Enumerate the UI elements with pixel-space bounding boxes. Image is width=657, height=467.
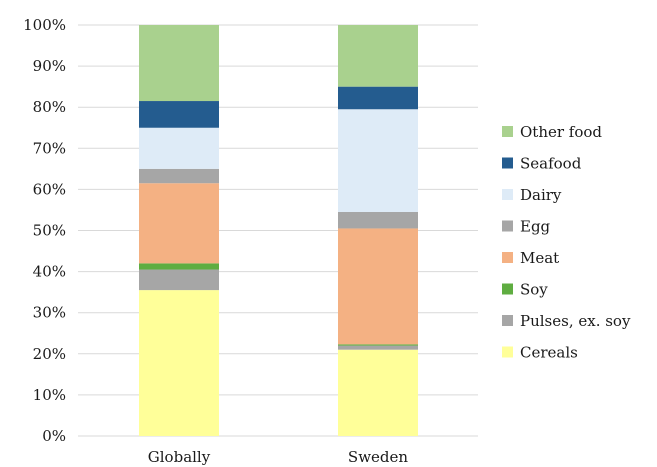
bar-segment bbox=[338, 349, 418, 436]
y-tick-label: 20% bbox=[33, 345, 66, 363]
y-tick-label: 70% bbox=[33, 139, 66, 157]
bar-segment bbox=[139, 290, 219, 436]
bar-segment bbox=[139, 263, 219, 270]
legend-label: Meat bbox=[520, 249, 559, 267]
bar-segment bbox=[338, 109, 418, 213]
legend-swatch bbox=[502, 252, 513, 263]
legend-swatch bbox=[502, 220, 513, 232]
bar-segment bbox=[338, 212, 418, 229]
bar-segment bbox=[139, 127, 219, 169]
bar-segment bbox=[338, 25, 418, 87]
legend-label: Pulses, ex. soy bbox=[520, 312, 631, 330]
legend-swatch bbox=[502, 126, 513, 137]
bar-segment bbox=[338, 86, 418, 110]
legend-label: Cereals bbox=[520, 344, 578, 362]
bar-segment bbox=[139, 25, 219, 102]
y-tick-label: 50% bbox=[33, 222, 66, 240]
legend-label: Dairy bbox=[520, 186, 562, 204]
bar-segment bbox=[139, 269, 219, 291]
x-category-label: Sweden bbox=[348, 448, 408, 466]
x-axis-categories: Globally Sweden bbox=[148, 448, 409, 466]
y-tick-label: 80% bbox=[33, 98, 66, 116]
bar-segment bbox=[338, 345, 418, 350]
legend-swatch bbox=[502, 157, 513, 169]
y-tick-label: 90% bbox=[33, 57, 66, 75]
y-tick-label: 0% bbox=[42, 427, 66, 445]
y-tick-label: 10% bbox=[33, 386, 66, 404]
bar-segment bbox=[139, 168, 219, 184]
y-tick-label: 60% bbox=[33, 180, 66, 198]
legend-swatch bbox=[502, 346, 513, 358]
bar-segment bbox=[338, 228, 418, 345]
legend-swatch bbox=[502, 315, 513, 326]
legend-label: Soy bbox=[520, 281, 548, 299]
bar-segment bbox=[338, 344, 418, 346]
legend-swatch bbox=[502, 283, 513, 295]
legend-label: Seafood bbox=[520, 155, 582, 173]
bar-segment bbox=[139, 183, 219, 264]
bars bbox=[139, 25, 418, 436]
y-tick-label: 40% bbox=[33, 263, 66, 281]
bar-segment bbox=[139, 101, 219, 128]
y-tick-label: 100% bbox=[23, 16, 66, 34]
x-category-label: Globally bbox=[148, 448, 211, 466]
y-tick-label: 30% bbox=[33, 304, 66, 322]
legend-swatch bbox=[502, 189, 513, 200]
legend-label: Egg bbox=[520, 218, 551, 236]
legend: Other food Seafood Dairy Egg Meat Soy Pulses, … bbox=[502, 123, 631, 362]
legend-label: Other food bbox=[520, 123, 602, 141]
y-axis-ticks: 0% 10% 20% 30% 40% 50% 60% 70% 80% 90% 100% bbox=[23, 16, 66, 445]
